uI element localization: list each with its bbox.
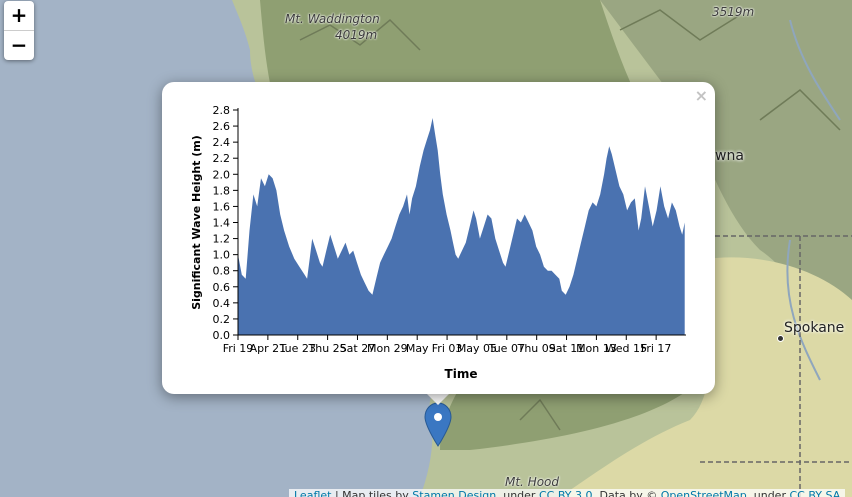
popup-tip [427,394,449,405]
x-tick-label: Mon 29 [367,342,408,355]
border-line [700,235,852,497]
wave-height-chart: 0.0 0.2 0.4 0.6 0.8 1.0 1.2 1.4 1.6 1.8 2.0 2.2 2.4 2… [190,104,686,381]
y-tick-label: 1.6 [213,200,231,213]
kelowna-label: wna [715,148,744,164]
y-tick-label: 2.2 [213,152,231,165]
x-tick-label: Fri 19 [223,342,254,355]
attribution-text-3: . Data by © [592,489,661,497]
y-tick-label: 2.4 [213,136,231,149]
wave-height-area [238,118,685,335]
y-tick-label: 0.4 [213,297,231,310]
y-axis-title: Significant Wave Height (m) [190,135,203,310]
y-tick-label: 0.0 [213,329,231,342]
attribution-text-1: | Map tiles by [331,489,413,497]
x-tick-label: May 05 [457,342,497,355]
zoom-control: + − [4,1,34,60]
x-tick-label: Sat 27 [340,342,376,355]
x-tick-label: May [406,342,429,355]
peak-elevation-label: 3519m [712,5,755,19]
x-tick-label: Sat 11 [549,342,585,355]
y-tick-label: 1.2 [213,233,231,246]
x-tick-label: Tue 23 [279,342,316,355]
x-tick-label: Thu 09 [517,342,556,355]
x-tick-label: Wed 15 [606,342,647,355]
mt-waddington-elevation: 4019m [335,28,378,42]
attribution-text-4: , under [746,489,790,497]
x-axis-title: Time [445,367,478,381]
y-tick-label: 0.6 [213,281,231,294]
mt-waddington-label: Mt. Waddington [285,12,380,26]
stamen-link[interactable]: Stamen Design [412,489,497,497]
y-tick-label: 2.6 [213,120,231,133]
river [786,19,841,381]
y-tick-label: 1.4 [213,217,231,230]
zoom-in-button[interactable]: + [10,3,28,27]
x-tick-label: Apr 21 [250,342,287,355]
y-tick-label: 1.8 [213,184,231,197]
spokane-dot [777,335,784,342]
x-tick-label: Fri 03 [432,342,463,355]
y-tick-label: 0.2 [213,313,231,326]
mountain-ridges [269,9,841,431]
x-tick-label: Tue 07 [488,342,525,355]
map-marker-icon[interactable] [424,402,452,448]
x-tick-label: Thu 25 [308,342,347,355]
y-tick-label: 2.0 [213,168,231,181]
y-tick-label: 2.8 [213,104,231,117]
y-tick-label: 1.0 [213,249,231,262]
wave-height-popup: × 0.0 0.2 0.4 0.6 0.8 1.0 1.2 1.4 1.6 1.8 2.0 2.2 2.… [162,82,715,394]
cc-by-link[interactable]: CC BY 3.0 [538,489,593,497]
mt-hood-label: Mt. Hood [505,475,560,489]
popup-close-button[interactable]: × [694,86,708,105]
attribution-text-2: , under [496,489,539,497]
map-attribution: Leaflet | Map tiles by Stamen Design, un… [289,489,846,497]
x-tick-label: Mon 13 [576,342,617,355]
osm-link[interactable]: OpenStreetMap [660,489,747,497]
dry-plateau [560,257,852,497]
x-tick-label: Fri 17 [641,342,672,355]
y-tick-label: 0.8 [213,265,231,278]
leaflet-link[interactable]: Leaflet [294,489,332,497]
cc-by-sa-link[interactable]: CC BY SA [789,489,841,497]
zoom-out-button[interactable]: − [4,30,34,60]
spokane-label: Spokane [784,320,845,336]
